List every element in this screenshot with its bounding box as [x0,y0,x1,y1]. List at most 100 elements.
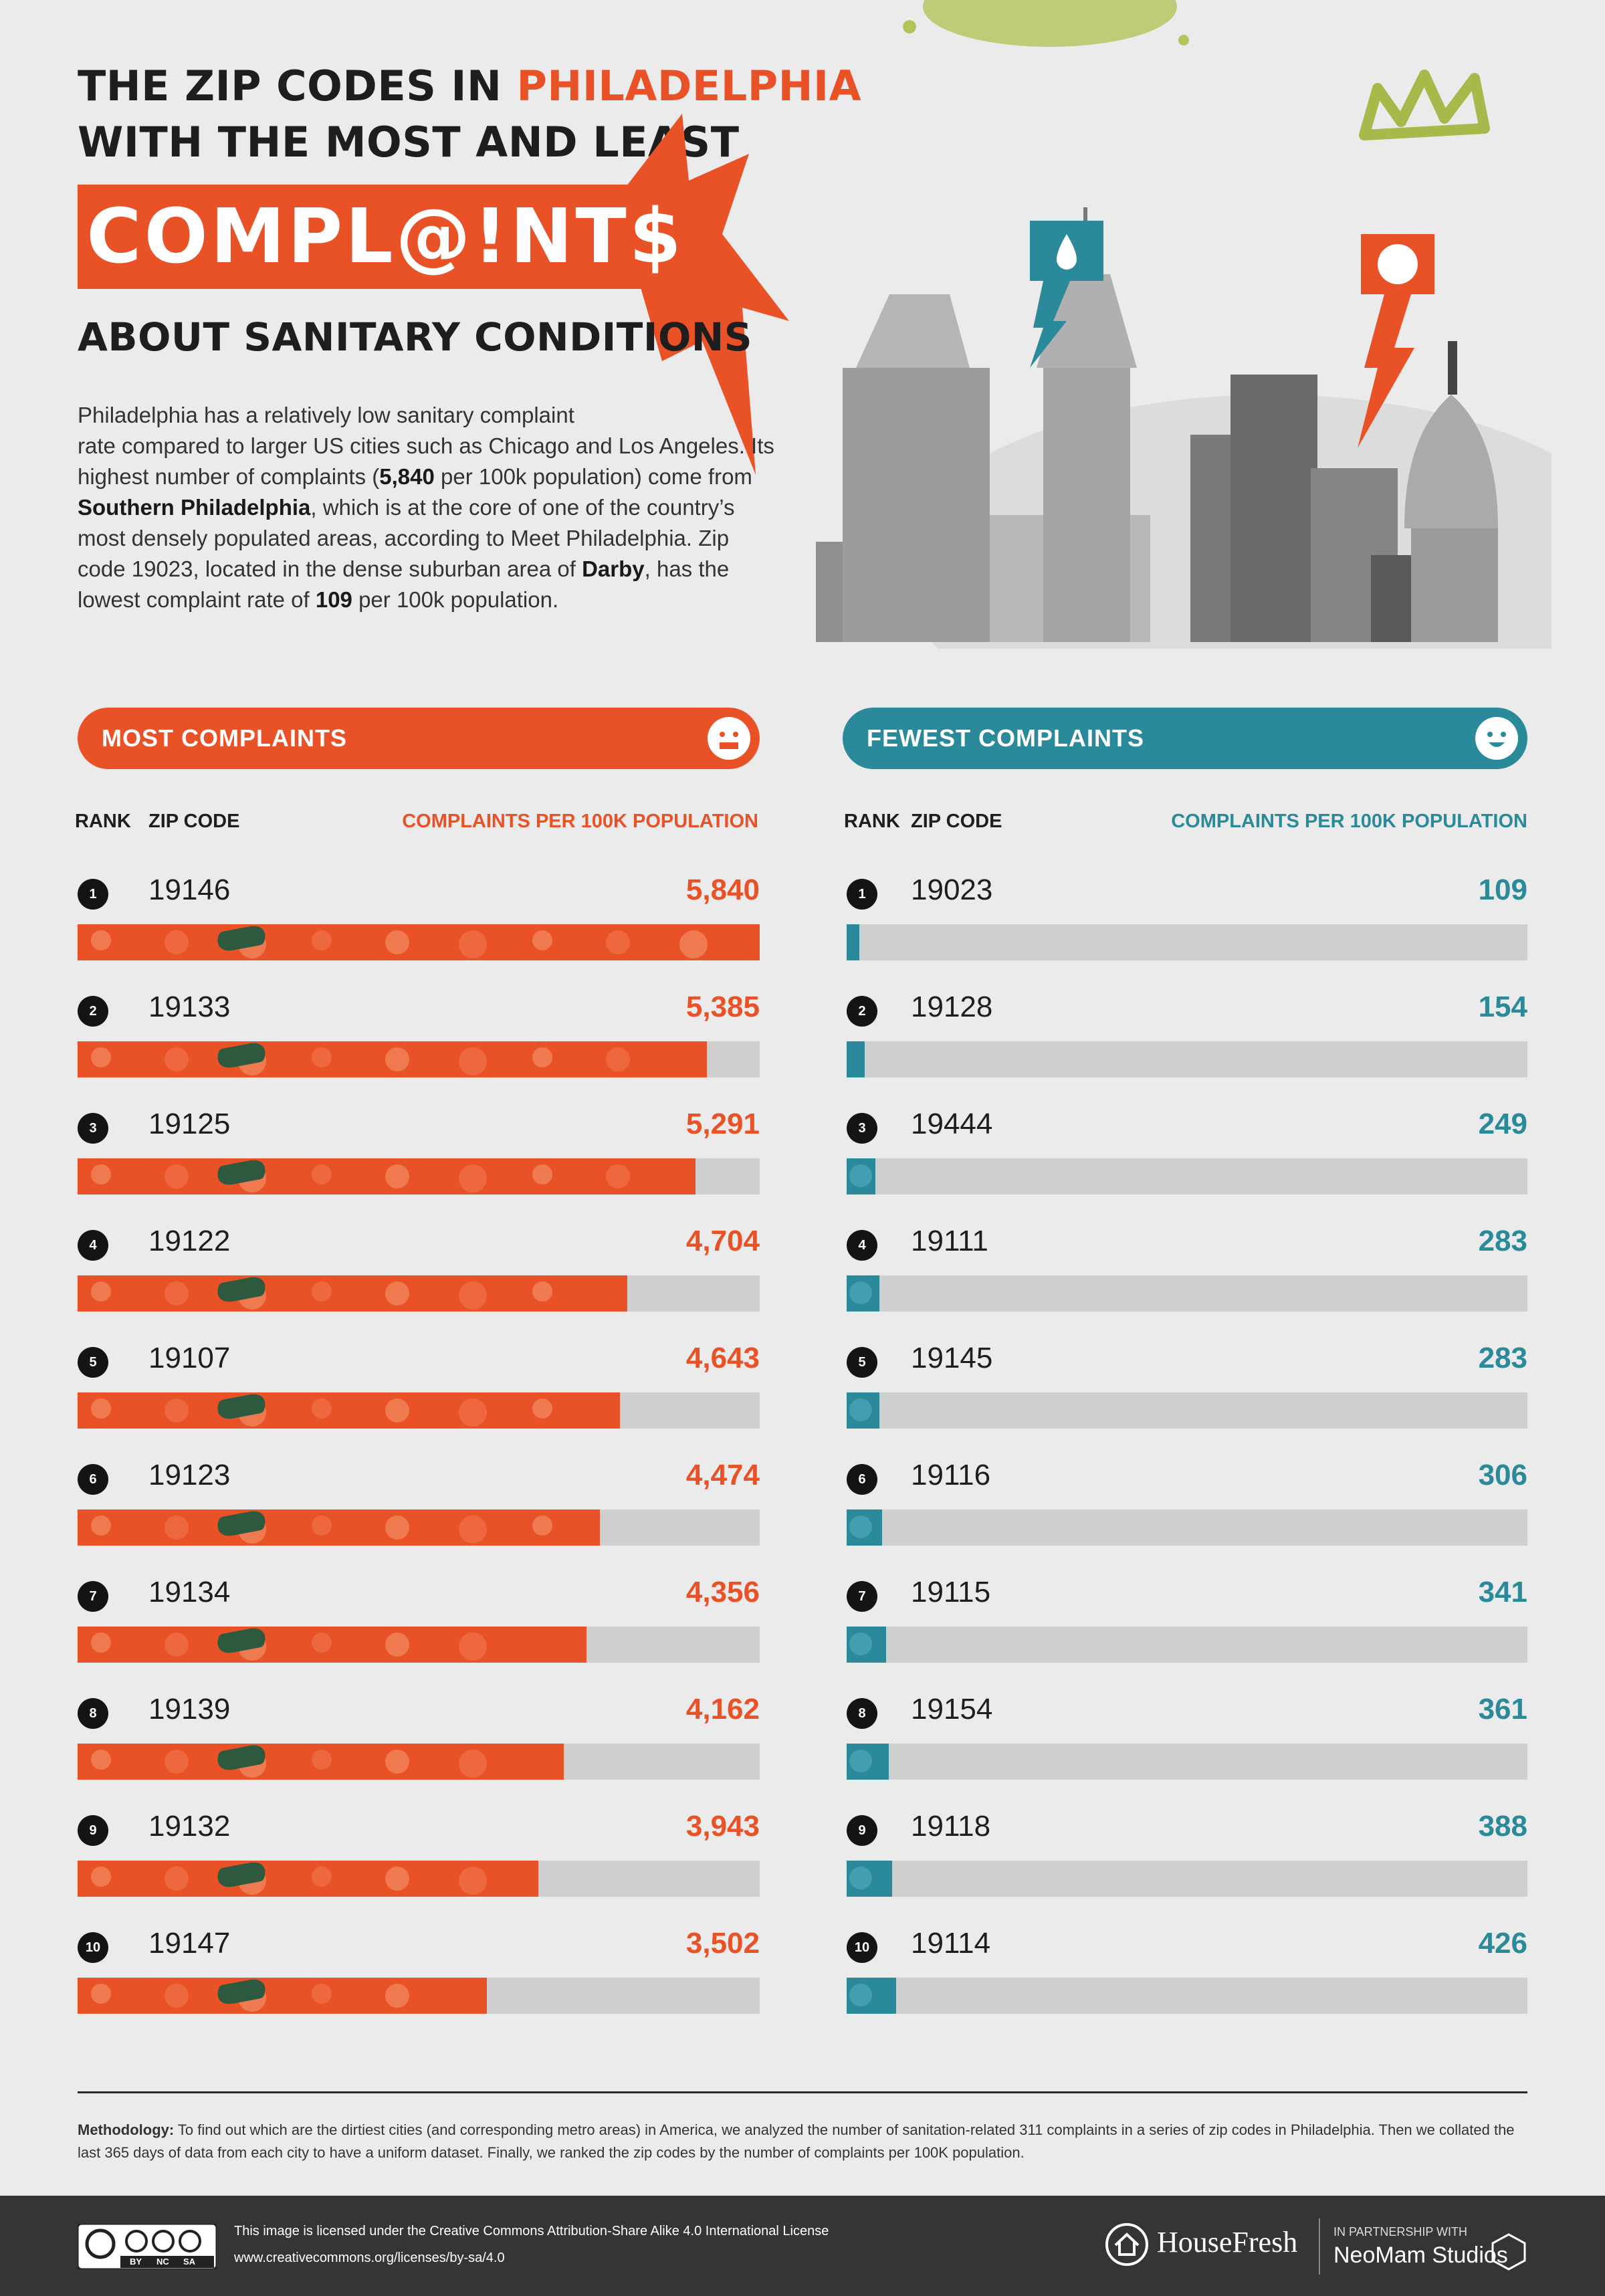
most-value-label: 3,502 [685,1927,760,1960]
fewest-rank-badge: 1 [847,879,877,910]
trash-bag-icon [459,1398,487,1427]
complaints-banner: COMPL@!NT$ [78,185,693,289]
trash-bag-icon [91,1281,111,1301]
trash-bag-icon [532,1516,552,1536]
trash-bag-icon [312,1750,332,1770]
most-rank-badge: 9 [78,1815,108,1846]
title-line-3: ABOUT SANITARY CONDITIONS [78,314,753,360]
trash-bag-icon [165,930,189,954]
most-rank-badge: 6 [78,1464,108,1495]
trash-bag-icon [385,1750,409,1774]
trash-bag-icon [312,1867,332,1887]
fewest-zip-label: 19111 [911,1225,988,1257]
fewest-rank-badge: 8 [847,1698,877,1729]
most-bar [78,922,760,960]
trash-bag-icon [459,1867,487,1895]
neomam-logo: NeoMam Studios [1333,2242,1508,2268]
trash-bag-icon [312,1516,332,1536]
fewest-zip-label: 19154 [911,1693,993,1726]
footer-separator [1319,2218,1320,2275]
fewest-value-label: 388 [1478,1810,1527,1843]
right-col-zip: ZIP CODE [911,811,1002,832]
most-zip-label: 19107 [148,1342,231,1374]
most-bar [78,1625,586,1663]
fewest-rank-badge: 10 [847,1932,877,1963]
fewest-zip-label: 19115 [911,1576,991,1608]
trash-bag-icon [532,1047,552,1067]
trash-bag-icon [91,930,111,950]
license-link[interactable]: www.creativecommons.org/licenses/by-sa/4… [234,2251,505,2265]
most-bar [78,1742,564,1780]
most-zip-label: 19146 [148,873,231,906]
most-bar [78,1390,620,1429]
most-value-label: 3,943 [685,1810,760,1843]
most-zip-label: 19133 [148,990,231,1023]
trash-bag-icon [91,1750,111,1770]
fewest-bar [847,1861,892,1897]
crown-icon [1359,70,1490,140]
fewest-bar [847,1041,865,1077]
most-rank-badge: 8 [78,1698,108,1729]
trash-bag-icon [312,1047,332,1067]
trash-bag-icon [679,930,708,958]
most-bar [78,1039,707,1077]
trash-bag-icon [165,1750,189,1774]
trash-bag-icon [165,1281,189,1306]
fewest-value-label: 306 [1478,1459,1527,1491]
fewest-complaints-header: FEWEST COMPLAINTS [843,708,1527,769]
most-bar-track [78,1507,760,1546]
trash-bag-icon [459,1633,487,1661]
trash-bag-icon [849,1281,872,1304]
trash-bag-icon [91,1867,111,1887]
left-col-rank: RANK [75,811,131,832]
trash-bag-icon [385,1984,409,2008]
most-complaints-header: MOST COMPLAINTS [78,708,760,769]
most-rank-badge: 1 [78,879,108,910]
fewest-bar-track [847,1744,1527,1780]
fewest-zip-label: 19116 [911,1459,991,1491]
trash-bag-icon [312,1164,332,1184]
most-bar-track [78,1742,760,1780]
fewest-bar-track [847,1509,1527,1546]
fewest-rank-badge: 5 [847,1347,877,1378]
trash-bag-icon [385,930,409,954]
title-line-2: WITH THE MOST AND LEAST [78,118,740,167]
trash-bag-icon [312,1633,332,1653]
title-line-1: THE ZIP CODES IN PHILADELPHIA [78,62,862,110]
fewest-bar [847,1978,896,2014]
trash-bag-icon [459,1047,487,1075]
fewest-rank-badge: 7 [847,1581,877,1612]
trash-bag-icon [606,930,630,954]
trash-bag-icon [91,1633,111,1653]
fewest-value-label: 283 [1478,1342,1527,1374]
trash-bag-icon [385,1047,409,1071]
partner-label: IN PARTNERSHIP WITH [1333,2225,1468,2238]
trash-bag-icon [165,1633,189,1657]
trash-bag-icon [532,1398,552,1419]
fewest-bar-track [847,1978,1527,2014]
most-bar-track [78,1625,760,1663]
fewest-bar-track [847,1275,1527,1312]
fewest-bar-track [847,924,1527,960]
trash-bag-icon [165,1516,189,1540]
most-value-label: 5,840 [685,873,760,906]
trash-bag-icon [165,1047,189,1071]
fewest-value-label: 426 [1478,1927,1527,1960]
divider [78,2091,1527,2093]
most-bar [78,1156,696,1194]
license-line-1: This image is licensed under the Creativ… [234,2224,829,2238]
most-rank-badge: 4 [78,1230,108,1261]
most-bar [78,1976,487,2014]
fewest-zip-label: 19114 [911,1927,991,1960]
most-zip-label: 19139 [148,1693,231,1726]
most-zip-label: 19147 [148,1927,231,1960]
cc-nc-label: NC [156,2257,169,2267]
left-col-value: COMPLAINTS PER 100K POPULATION [402,811,758,832]
trash-bag-icon [606,1047,630,1071]
trash-bag-icon [312,1398,332,1419]
cc-license-badge: BY NC SA [76,2222,218,2271]
most-zip-label: 19123 [148,1459,231,1491]
most-zip-label: 19134 [148,1576,231,1608]
fewest-rank-badge: 4 [847,1230,877,1261]
housefresh-logo: HouseFresh [1157,2226,1298,2259]
